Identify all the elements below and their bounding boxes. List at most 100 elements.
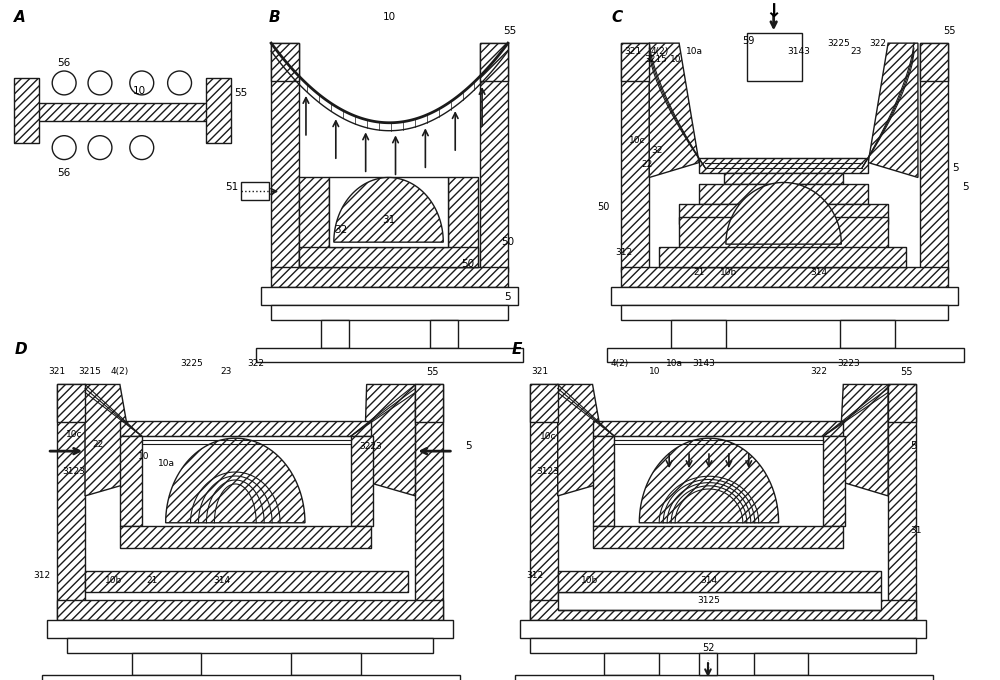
Text: 10: 10 (648, 367, 660, 376)
Text: 56: 56 (58, 167, 71, 177)
Bar (14, 78, 39, 143)
Text: 3223: 3223 (837, 359, 860, 368)
Text: 314: 314 (700, 576, 718, 585)
Bar (530, 384, 558, 422)
Bar (593, 422, 843, 436)
Text: 3223: 3223 (359, 441, 382, 451)
Text: 10c: 10c (66, 430, 82, 439)
Polygon shape (649, 43, 699, 177)
Bar (530, 384, 558, 624)
Bar (724, 173, 843, 184)
Bar (558, 571, 881, 592)
Bar (593, 526, 843, 547)
Bar (256, 347, 523, 362)
Bar (57, 384, 85, 422)
Bar (32, 103, 216, 121)
Text: 3215: 3215 (79, 367, 101, 376)
Circle shape (52, 136, 76, 160)
Text: 10c: 10c (629, 136, 646, 145)
Text: 10: 10 (383, 12, 396, 22)
Text: 21: 21 (146, 576, 157, 585)
Bar (671, 320, 726, 347)
Bar (57, 600, 443, 620)
Text: 10: 10 (138, 452, 150, 460)
Text: E: E (512, 342, 522, 357)
Text: 5: 5 (911, 441, 917, 451)
Bar (593, 436, 614, 526)
Text: D: D (14, 342, 27, 357)
Bar (593, 526, 843, 547)
Polygon shape (868, 43, 918, 177)
Text: 314: 314 (810, 267, 827, 277)
Text: 10: 10 (670, 54, 682, 63)
Bar (85, 571, 408, 592)
Bar (724, 173, 843, 184)
Bar (351, 436, 373, 526)
Text: A: A (14, 10, 26, 24)
Bar (659, 247, 906, 267)
Bar (530, 600, 916, 620)
Bar (920, 43, 948, 81)
Bar (621, 43, 649, 81)
Polygon shape (166, 438, 305, 523)
Bar (530, 639, 916, 653)
Bar (57, 384, 85, 624)
Polygon shape (639, 438, 779, 523)
Bar (920, 43, 948, 272)
Bar (888, 384, 916, 624)
Bar (120, 422, 371, 436)
Text: 52: 52 (702, 643, 714, 653)
Text: 312: 312 (615, 248, 632, 256)
Bar (480, 43, 508, 272)
Bar (321, 320, 349, 347)
Bar (57, 384, 85, 624)
Bar (415, 384, 443, 624)
Bar (415, 384, 443, 422)
Bar (530, 384, 558, 624)
Text: 322: 322 (870, 39, 887, 48)
Bar (271, 267, 508, 287)
Bar (57, 384, 85, 422)
Text: 5: 5 (962, 182, 969, 192)
Polygon shape (838, 384, 888, 496)
Bar (920, 43, 948, 272)
Text: 23: 23 (221, 367, 232, 376)
Bar (120, 436, 142, 526)
Bar (14, 78, 39, 143)
Bar (530, 600, 916, 620)
Bar (448, 177, 478, 267)
Polygon shape (726, 182, 841, 244)
Text: 4(2): 4(2) (610, 359, 629, 368)
Text: 50: 50 (597, 203, 610, 212)
Text: 55: 55 (944, 27, 956, 36)
Text: 3143: 3143 (787, 47, 810, 56)
Bar (132, 653, 201, 675)
Text: 55: 55 (503, 27, 517, 36)
Bar (67, 639, 433, 653)
Text: 32: 32 (334, 225, 347, 235)
Bar (299, 177, 329, 267)
Circle shape (130, 136, 154, 160)
Polygon shape (334, 177, 443, 242)
Text: 5: 5 (952, 163, 959, 173)
Bar (679, 205, 888, 224)
Bar (659, 247, 906, 267)
Text: 51: 51 (225, 182, 238, 192)
Text: 32: 32 (652, 146, 663, 155)
Bar (480, 43, 508, 81)
Bar (47, 620, 453, 639)
Text: 55: 55 (235, 88, 248, 98)
Bar (299, 247, 478, 267)
Bar (299, 177, 329, 267)
Bar (621, 43, 649, 81)
Text: 3125: 3125 (698, 596, 720, 605)
Text: 55: 55 (426, 367, 439, 377)
Circle shape (168, 71, 192, 95)
Bar (271, 43, 299, 272)
Text: B: B (269, 10, 281, 24)
Bar (85, 571, 408, 592)
Bar (271, 43, 299, 81)
Bar (840, 320, 895, 347)
Text: 314: 314 (213, 576, 230, 585)
Text: 4(2): 4(2) (650, 47, 668, 56)
